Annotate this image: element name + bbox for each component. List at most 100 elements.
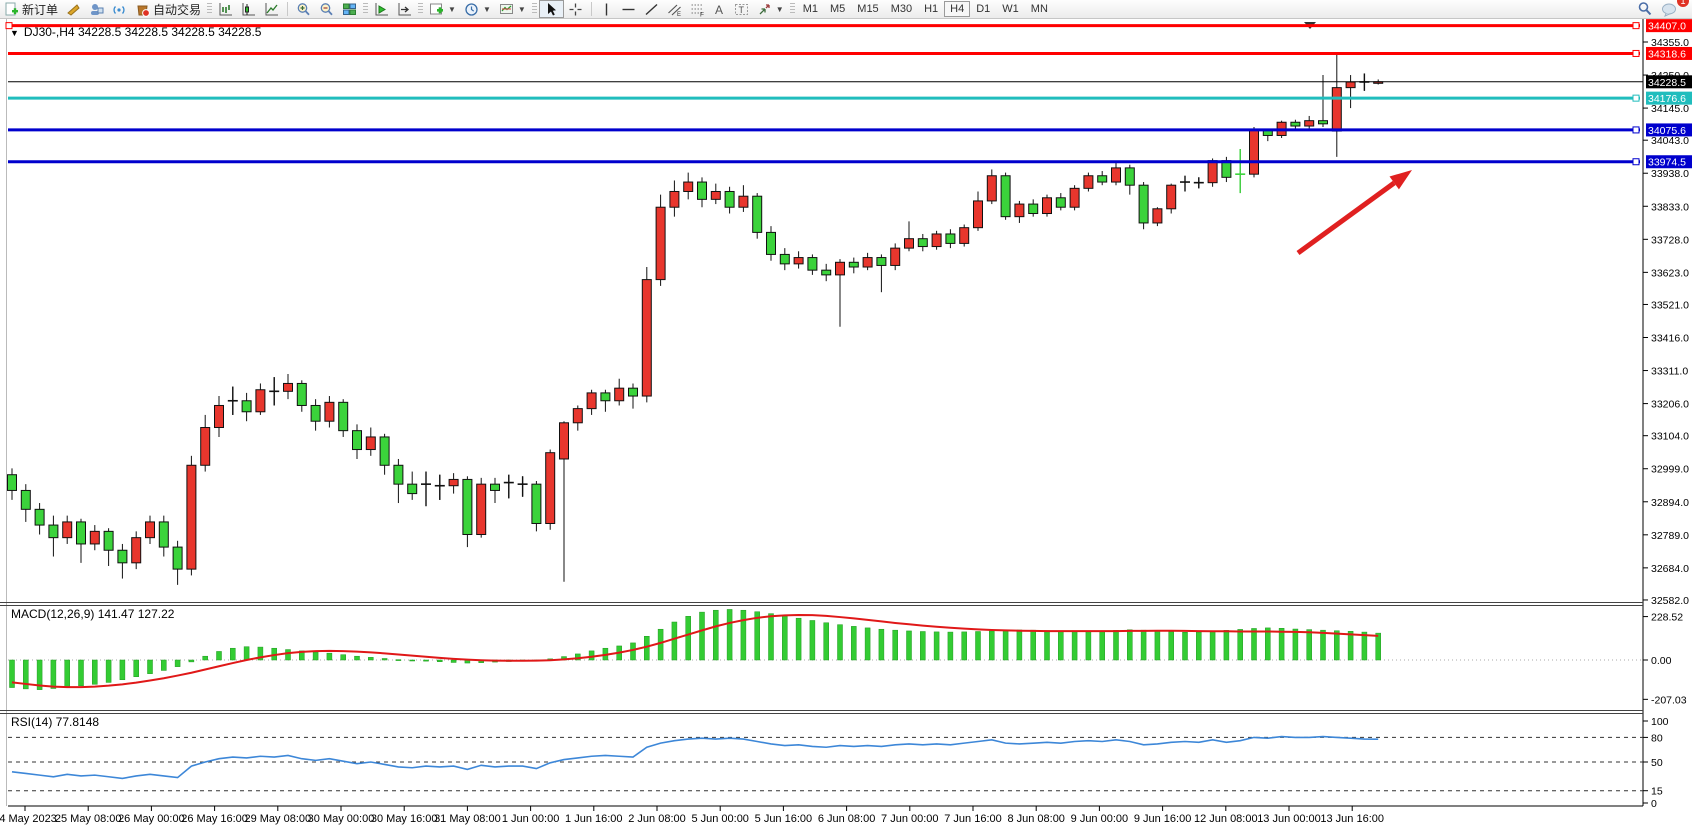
macd-indicator-label: MACD(12,26,9) 141.47 127.22	[11, 607, 175, 621]
chart-dropdown-icon[interactable]: ▼	[10, 28, 19, 38]
horizontal-line-icon	[621, 2, 636, 17]
timeframe-w1[interactable]: W1	[1002, 3, 1019, 15]
svg-text:F: F	[700, 11, 704, 17]
community-button[interactable]	[85, 1, 108, 17]
candlestick-chart-button[interactable]	[237, 1, 260, 17]
svg-text:13 Jun 00:00: 13 Jun 00:00	[1257, 813, 1321, 825]
cursor-tool-button[interactable]	[538, 0, 564, 18]
svg-text:34145.0: 34145.0	[1651, 103, 1689, 115]
chat-button[interactable]: 1	[1657, 0, 1689, 17]
arrows-tool[interactable]: ▼	[753, 1, 788, 17]
vertical-line-icon	[600, 2, 613, 17]
svg-text:34250.0: 34250.0	[1651, 70, 1689, 82]
timeframe-m30[interactable]: M30	[890, 3, 913, 15]
vertical-line-tool[interactable]	[596, 1, 617, 17]
annotation-arrow[interactable]	[1296, 170, 1412, 256]
signals-button[interactable]	[108, 1, 131, 17]
timeframe-m5[interactable]: M5	[830, 3, 846, 15]
svg-text:15: 15	[1651, 786, 1663, 798]
auto-scroll-button[interactable]	[370, 1, 393, 17]
svg-text:32582.0: 32582.0	[1651, 595, 1689, 607]
trendline-icon	[644, 2, 659, 17]
svg-text:30 May 16:00: 30 May 16:00	[371, 813, 438, 825]
svg-text:32789.0: 32789.0	[1651, 530, 1689, 542]
svg-text:34318.6: 34318.6	[1648, 48, 1686, 60]
svg-text:7 Jun 16:00: 7 Jun 16:00	[944, 813, 1002, 825]
periods-button[interactable]: ▼	[460, 1, 495, 17]
channel-tool[interactable]: E	[663, 1, 686, 17]
timeframe-mn[interactable]: MN	[1030, 3, 1048, 15]
notification-badge: 1	[1677, 0, 1689, 7]
svg-text:34043.0: 34043.0	[1651, 135, 1689, 147]
svg-text:30 May 00:00: 30 May 00:00	[308, 813, 375, 825]
indicators-button[interactable]: ▼	[425, 1, 460, 17]
text-label-icon: T	[734, 2, 749, 17]
template-icon	[499, 2, 514, 17]
line-chart-button[interactable]	[260, 1, 283, 17]
svg-text:5 Jun 00:00: 5 Jun 00:00	[691, 813, 749, 825]
svg-text:7 Jun 00:00: 7 Jun 00:00	[881, 813, 939, 825]
autotrading-label: 自动交易	[153, 2, 202, 17]
zoom-out-icon	[319, 2, 334, 17]
svg-text:-207.03: -207.03	[1651, 694, 1687, 706]
horizontal-lines-layer[interactable]	[5, 22, 1643, 166]
zoom-out-button[interactable]	[315, 1, 338, 17]
timeframe-h4[interactable]: H4	[944, 1, 971, 17]
crosshair-tool-button[interactable]	[564, 1, 587, 17]
fibonacci-icon: F	[690, 2, 705, 17]
timeframe-m1[interactable]: M1	[802, 3, 818, 15]
svg-text:34176.6: 34176.6	[1648, 93, 1686, 105]
svg-text:100: 100	[1651, 716, 1669, 728]
svg-text:29 May 08:00: 29 May 08:00	[244, 813, 311, 825]
svg-text:32894.0: 32894.0	[1651, 497, 1689, 509]
svg-text:33974.5: 33974.5	[1648, 157, 1686, 169]
trendline-tool[interactable]	[640, 1, 663, 17]
timeframe-d1[interactable]: D1	[976, 3, 991, 15]
timeframe-m15[interactable]: M15	[857, 3, 879, 15]
macd-panel: 228.52 0.00 -207.03	[8, 609, 1687, 706]
channel-icon: E	[667, 2, 682, 17]
svg-text:50: 50	[1651, 757, 1663, 769]
bar-chart-icon	[218, 2, 233, 17]
timeframe-h1[interactable]: H1	[924, 3, 939, 15]
new-order-button[interactable]: 新订单	[0, 1, 62, 17]
signal-waves-icon	[112, 2, 127, 17]
zoom-in-button[interactable]	[292, 1, 315, 17]
tile-windows-button[interactable]	[338, 1, 361, 17]
alerts-button[interactable]	[62, 1, 85, 17]
svg-text:34228.5: 34228.5	[1648, 77, 1686, 89]
text-tool[interactable]: A	[709, 1, 730, 17]
toolbar-drag-handle	[207, 3, 213, 15]
autotrading-icon	[135, 2, 150, 17]
new-order-icon	[4, 2, 19, 17]
chart-shift-icon	[397, 2, 412, 17]
templates-button[interactable]: ▼	[495, 1, 530, 17]
horizontal-line-tool[interactable]	[617, 1, 640, 17]
bar-chart-button[interactable]	[214, 1, 237, 17]
zoom-in-icon	[296, 2, 311, 17]
person-monitor-icon	[89, 2, 104, 17]
svg-text:A: A	[715, 3, 723, 17]
text-label-tool[interactable]: T	[730, 1, 753, 17]
svg-text:33521.0: 33521.0	[1651, 299, 1689, 311]
svg-text:33206.0: 33206.0	[1651, 399, 1689, 411]
svg-text:1 Jun 16:00: 1 Jun 16:00	[565, 813, 623, 825]
timeframe-group: M1 M5 M15 M30 H1 H4 D1 W1 MN	[797, 1, 1054, 17]
svg-text:32684.0: 32684.0	[1651, 563, 1689, 575]
svg-text:33416.0: 33416.0	[1651, 333, 1689, 345]
svg-text:6 Jun 08:00: 6 Jun 08:00	[818, 813, 876, 825]
chart-shift-button[interactable]	[393, 1, 416, 17]
text-icon: A	[713, 2, 726, 17]
svg-text:1 Jun 00:00: 1 Jun 00:00	[502, 813, 560, 825]
svg-text:5 Jun 16:00: 5 Jun 16:00	[755, 813, 813, 825]
svg-text:24 May 2023: 24 May 2023	[0, 813, 57, 825]
svg-text:26 May 00:00: 26 May 00:00	[118, 813, 185, 825]
fibonacci-tool[interactable]: F	[686, 1, 709, 17]
svg-text:34355.0: 34355.0	[1651, 37, 1689, 49]
rsi-panel: 100 80 50 150	[8, 716, 1669, 810]
svg-text:34075.6: 34075.6	[1648, 125, 1686, 137]
search-button[interactable]	[1633, 1, 1657, 17]
toolbar: 新订单 自动交易	[0, 0, 1692, 19]
svg-text:T: T	[738, 5, 744, 15]
autotrading-button[interactable]: 自动交易	[131, 1, 205, 17]
